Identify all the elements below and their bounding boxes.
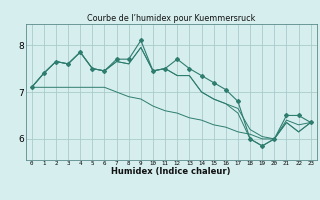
- Title: Courbe de l’humidex pour Kuemmersruck: Courbe de l’humidex pour Kuemmersruck: [87, 14, 255, 23]
- X-axis label: Humidex (Indice chaleur): Humidex (Indice chaleur): [111, 167, 231, 176]
